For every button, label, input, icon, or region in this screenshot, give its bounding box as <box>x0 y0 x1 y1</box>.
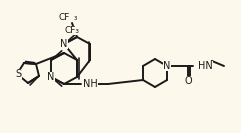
Text: CF: CF <box>59 13 70 22</box>
Text: N: N <box>163 61 171 71</box>
Text: N: N <box>47 72 55 82</box>
Text: HN: HN <box>198 61 213 71</box>
Text: NH: NH <box>83 79 98 89</box>
Text: N: N <box>60 39 68 49</box>
Text: CF₃: CF₃ <box>65 26 80 35</box>
Text: O: O <box>185 76 192 86</box>
Text: ₃: ₃ <box>74 13 77 22</box>
Text: S: S <box>15 69 21 79</box>
